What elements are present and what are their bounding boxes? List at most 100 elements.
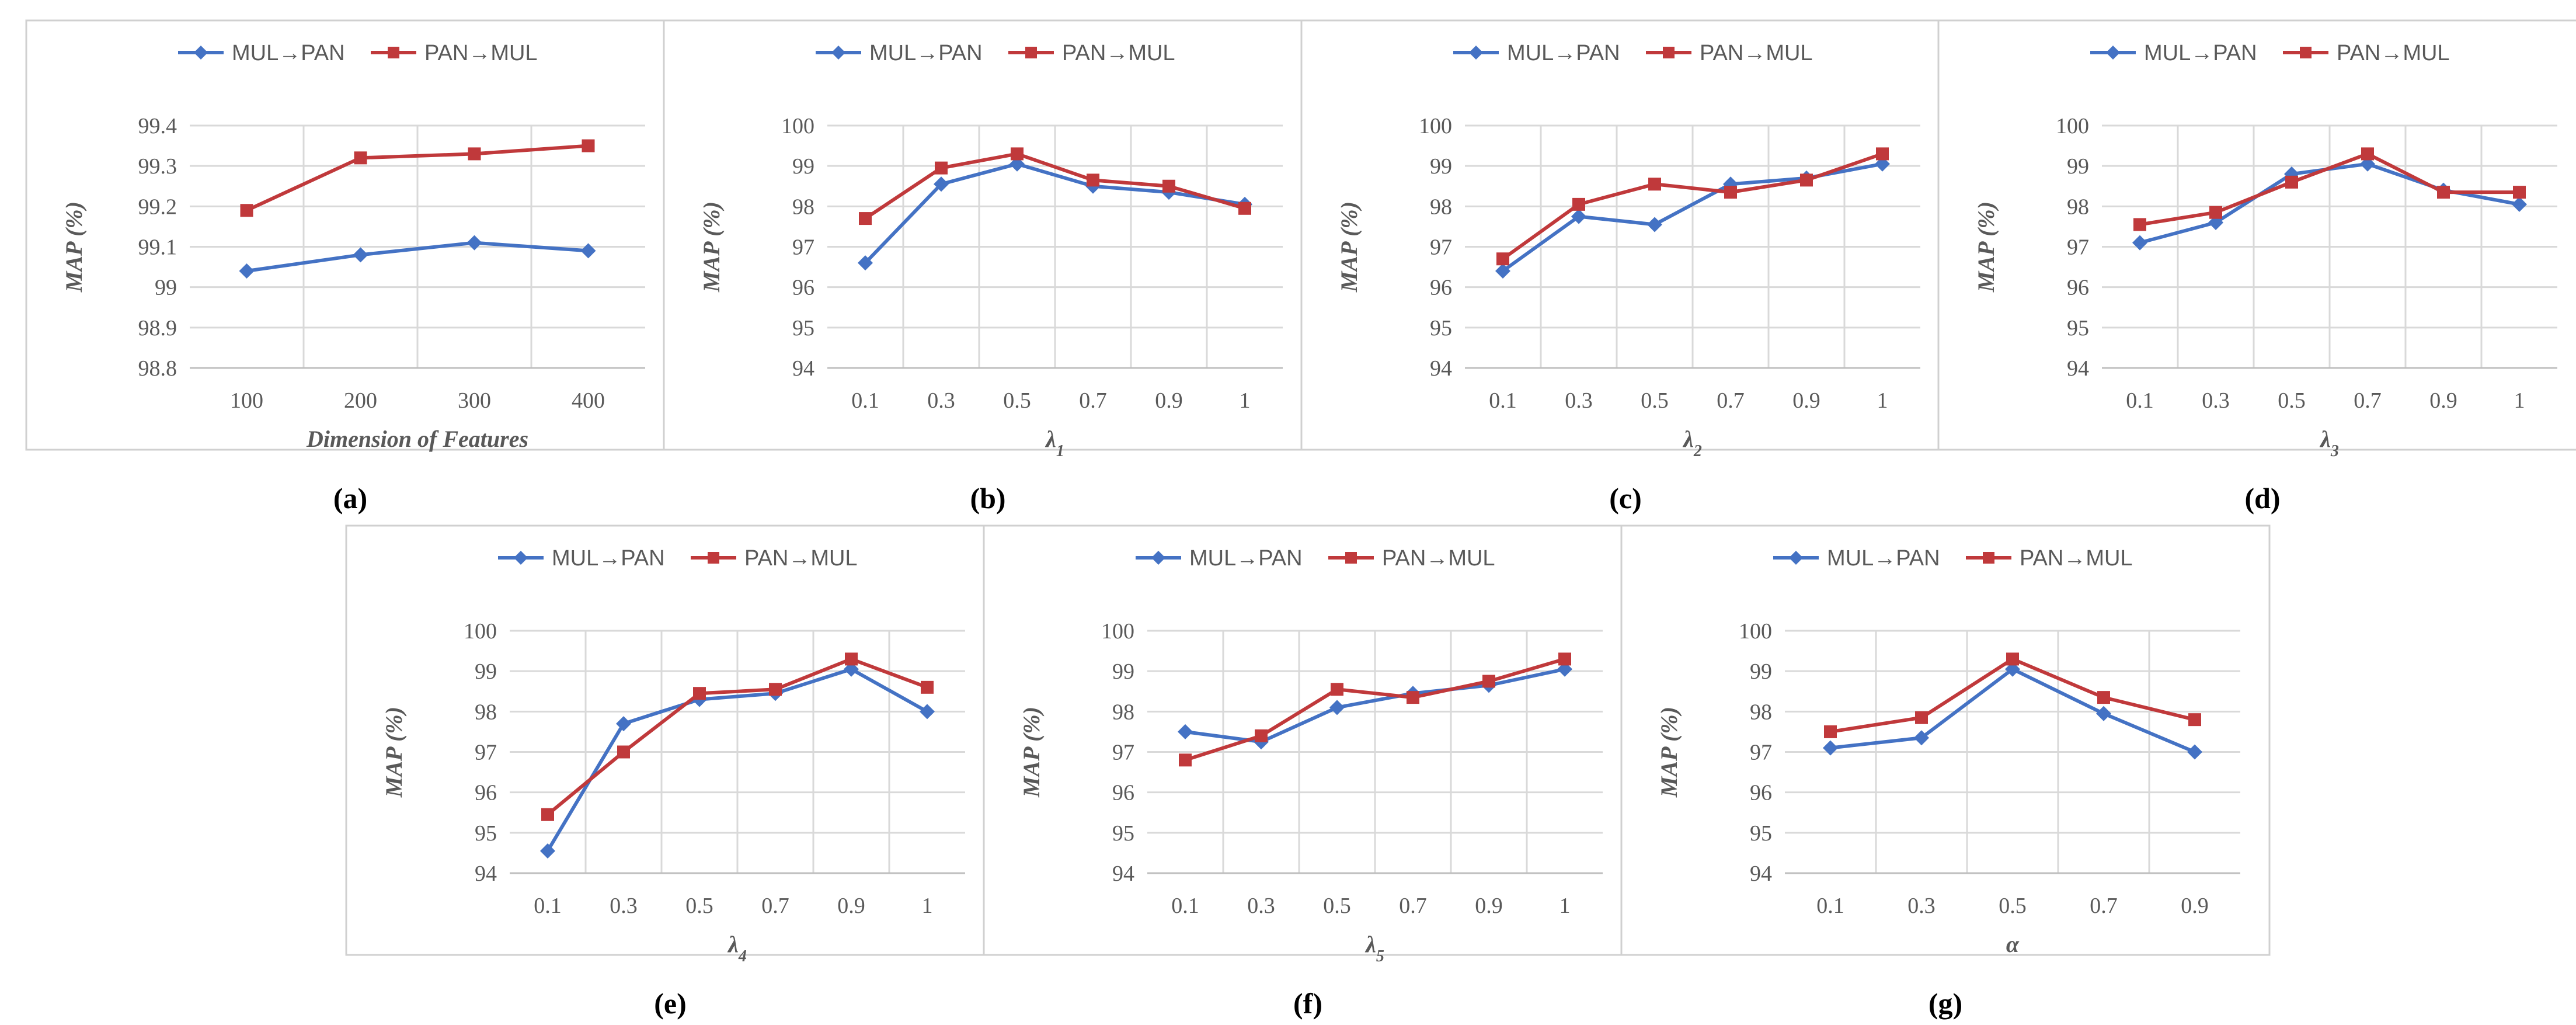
y-tick-label: 98.9 — [138, 316, 177, 340]
data-point — [1009, 156, 1025, 172]
x-axis-title-subscript: 2 — [1693, 442, 1702, 460]
x-tick-label: 0.7 — [1079, 388, 1107, 413]
data-point — [1331, 683, 1343, 696]
legend-label: PAN→MUL — [2020, 546, 2133, 571]
legend-marker-square — [1025, 47, 1037, 58]
x-tick-label: 0.1 — [2126, 388, 2154, 413]
y-tick-label: 98 — [475, 700, 497, 724]
x-tick-label: 0.9 — [1475, 894, 1503, 918]
data-point — [580, 243, 596, 259]
legend-marker-diamond — [1469, 46, 1483, 60]
y-tick-label: 99 — [1750, 659, 1772, 684]
data-point — [1407, 691, 1419, 704]
data-point — [1087, 173, 1099, 187]
data-point — [467, 235, 482, 251]
y-tick-label: 99.2 — [138, 194, 177, 219]
x-tick-label: 0.7 — [1399, 894, 1427, 918]
data-point — [2187, 744, 2202, 760]
data-point — [2285, 175, 2298, 189]
y-axis-title: MAP (%) — [1656, 707, 1682, 798]
y-tick-label: 99 — [1112, 659, 1134, 684]
panel-caption: (d) — [2244, 482, 2280, 515]
y-axis-title: MAP (%) — [1336, 201, 1362, 293]
y-tick-label: 100 — [1419, 114, 1452, 138]
legend-marker-square — [388, 47, 399, 58]
y-tick-label: 98 — [1750, 700, 1772, 724]
y-tick-label: 100 — [1739, 619, 1772, 644]
chart-frame — [663, 19, 1313, 451]
data-point — [2512, 196, 2527, 212]
legend-label: PAN→MUL — [424, 41, 538, 65]
legend-marker-square — [2300, 47, 2312, 58]
data-point — [1011, 147, 1024, 161]
data-point — [2361, 147, 2374, 161]
y-tick-label: 98.8 — [138, 356, 177, 381]
data-point — [693, 687, 706, 700]
legend-label: MUL→PAN — [232, 41, 345, 65]
legend-label: MUL→PAN — [1507, 41, 1620, 65]
series-line-2 — [864, 152, 1245, 220]
chart-1: 98.8 98.9 99 99.1 99.2 99.3 99.4 100 200 300 400 MA… — [25, 19, 676, 452]
legend-label: PAN→MUL — [744, 546, 858, 571]
data-point — [1496, 252, 1509, 266]
data-point — [582, 139, 595, 152]
panel-caption: (f) — [1293, 987, 1322, 1020]
x-tick-label: 0.1 — [1816, 894, 1844, 918]
data-point — [541, 808, 554, 821]
y-tick-label: 95 — [475, 821, 497, 846]
y-tick-label: 97 — [1430, 235, 1452, 260]
x-tick-label: 0.5 — [2278, 388, 2306, 413]
data-point — [240, 204, 253, 217]
chart-frame — [983, 524, 1633, 956]
data-point — [1495, 263, 1510, 279]
y-tick-label: 99.3 — [138, 154, 177, 179]
y-tick-label: 94 — [792, 356, 814, 381]
y-tick-label: 99 — [1430, 154, 1452, 179]
y-tick-label: 98 — [792, 194, 814, 219]
y-tick-label: 94 — [1430, 356, 1452, 381]
y-tick-label: 99 — [155, 276, 177, 300]
y-axis-title: MAP (%) — [381, 707, 407, 798]
data-point — [468, 147, 481, 161]
x-tick-label: 0.5 — [685, 894, 713, 918]
x-tick-label: 1 — [1240, 388, 1251, 413]
legend-label: PAN→MUL — [1062, 41, 1175, 65]
x-tick-label: 1 — [2514, 388, 2525, 413]
x-tick-label: 0.7 — [1717, 388, 1745, 413]
x-tick-label: 0.7 — [2090, 894, 2118, 918]
y-tick-label: 96 — [2067, 276, 2089, 300]
legend-label: PAN→MUL — [1700, 41, 1813, 65]
series-line-2 — [546, 657, 928, 816]
data-point — [1255, 729, 1268, 742]
x-axis-title-subscript: 4 — [738, 947, 747, 965]
y-axis-title: MAP (%) — [61, 201, 87, 293]
data-point — [1558, 652, 1571, 666]
legend-marker-diamond — [831, 46, 845, 60]
x-tick-label: 300 — [458, 388, 491, 413]
data-point — [2132, 235, 2147, 251]
data-point — [2133, 218, 2146, 231]
x-axis-title-subscript: 1 — [1056, 442, 1064, 460]
legend-marker-square — [1663, 47, 1675, 58]
data-point — [1915, 711, 1928, 724]
y-tick-label: 100 — [464, 619, 497, 644]
data-point — [1914, 730, 1929, 746]
x-tick-label: 0.1 — [1489, 388, 1517, 413]
data-point — [2188, 713, 2201, 727]
series-line-2 — [246, 144, 589, 212]
y-tick-label: 96 — [792, 276, 814, 300]
data-point — [617, 745, 630, 759]
chart-frame — [1300, 19, 1951, 451]
legend-marker-square — [1983, 552, 1994, 564]
series-line-1 — [246, 241, 589, 273]
x-tick-label: 1 — [1559, 894, 1571, 918]
y-axis-title: MAP (%) — [698, 201, 725, 293]
x-tick-label: 0.5 — [1999, 894, 2027, 918]
y-tick-label: 97 — [1112, 741, 1134, 765]
legend-label: PAN→MUL — [1382, 546, 1495, 571]
y-tick-label: 97 — [2067, 235, 2089, 260]
